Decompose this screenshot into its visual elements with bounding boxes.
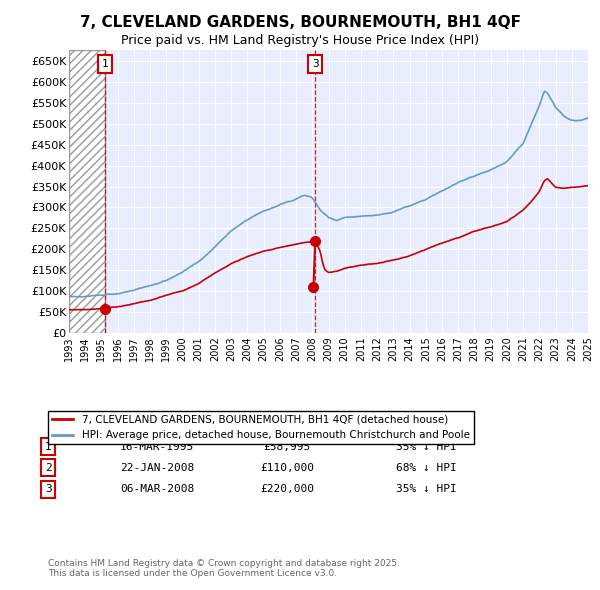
Text: 06-MAR-2008: 06-MAR-2008 xyxy=(120,484,194,494)
Text: £220,000: £220,000 xyxy=(260,484,314,494)
Text: Price paid vs. HM Land Registry's House Price Index (HPI): Price paid vs. HM Land Registry's House … xyxy=(121,34,479,47)
Text: £110,000: £110,000 xyxy=(260,463,314,473)
Text: 7, CLEVELAND GARDENS, BOURNEMOUTH, BH1 4QF: 7, CLEVELAND GARDENS, BOURNEMOUTH, BH1 4… xyxy=(79,15,521,30)
Text: 68% ↓ HPI: 68% ↓ HPI xyxy=(396,463,457,473)
Text: £58,995: £58,995 xyxy=(263,442,311,451)
Bar xyxy=(69,50,105,333)
Legend: 7, CLEVELAND GARDENS, BOURNEMOUTH, BH1 4QF (detached house), HPI: Average price,: 7, CLEVELAND GARDENS, BOURNEMOUTH, BH1 4… xyxy=(48,411,474,444)
Text: 22-JAN-2008: 22-JAN-2008 xyxy=(120,463,194,473)
Text: Contains HM Land Registry data © Crown copyright and database right 2025.
This d: Contains HM Land Registry data © Crown c… xyxy=(48,559,400,578)
Text: 3: 3 xyxy=(45,484,52,494)
Text: 2: 2 xyxy=(45,463,52,473)
Text: 1: 1 xyxy=(101,58,108,68)
Text: 16-MAR-1995: 16-MAR-1995 xyxy=(120,442,194,451)
Text: 1: 1 xyxy=(45,442,52,451)
Text: 3: 3 xyxy=(312,58,319,68)
Text: 35% ↓ HPI: 35% ↓ HPI xyxy=(396,442,457,451)
Text: 35% ↓ HPI: 35% ↓ HPI xyxy=(396,484,457,494)
